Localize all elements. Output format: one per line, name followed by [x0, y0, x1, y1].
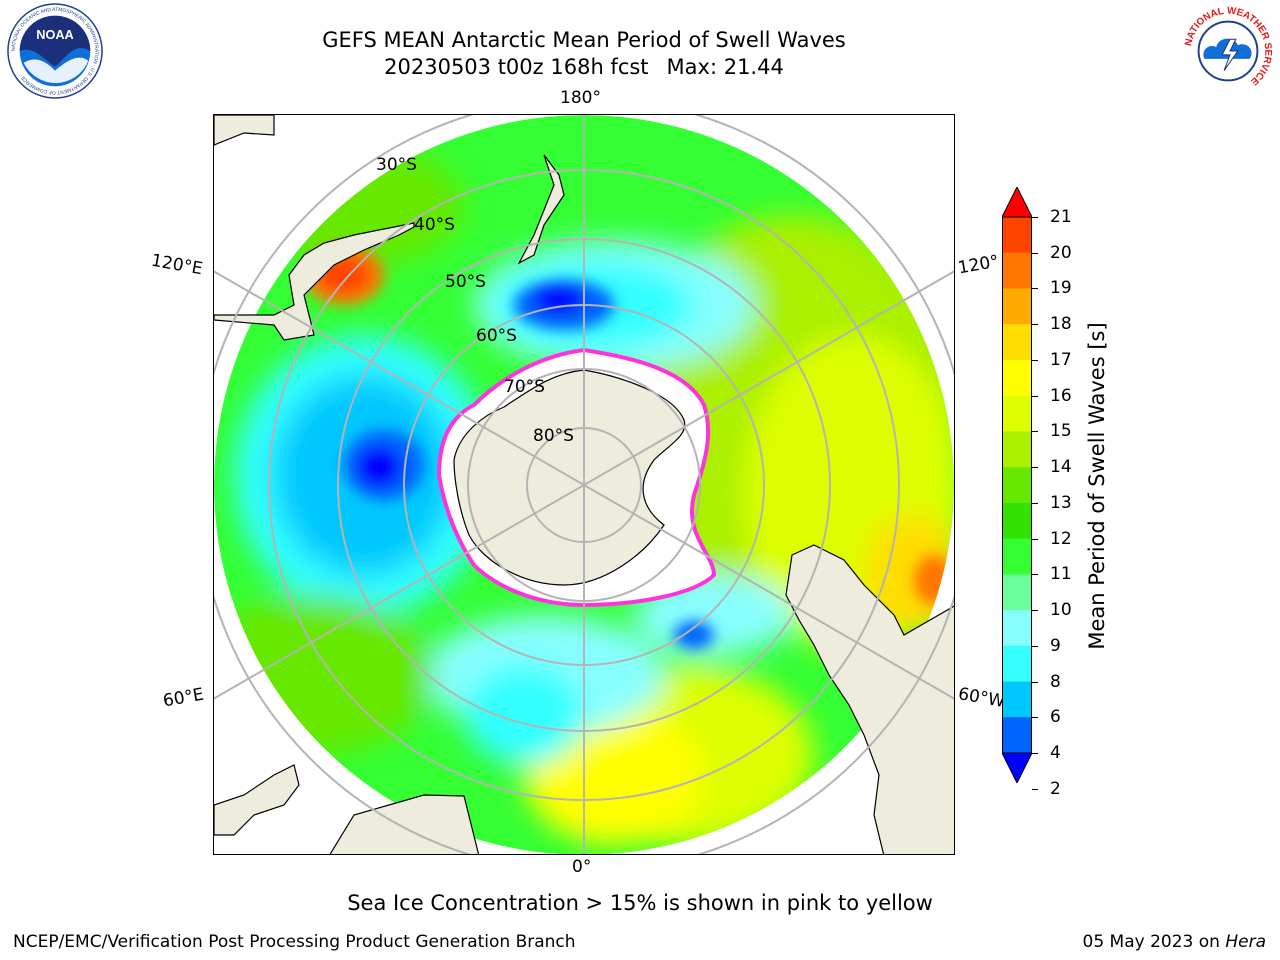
colorbar-tick-mark — [1032, 610, 1038, 612]
colorbar-tick-mark — [1032, 538, 1038, 540]
nws-logo: NATIONAL WEATHER SERVICE — [1181, 4, 1275, 98]
colorbar-label: Mean Period of Swell Waves [s] — [1085, 322, 1109, 650]
colorbar-tick-mark — [1032, 288, 1038, 290]
colorbar — [1002, 187, 1032, 783]
max-value: Max: 21.44 — [666, 55, 784, 79]
colorbar-tick-label: 18 — [1050, 314, 1072, 335]
colorbar-tick-label: 14 — [1050, 457, 1072, 478]
colorbar-tick-mark — [1032, 467, 1038, 469]
lat-label-80s: 80°S — [533, 426, 574, 446]
lon-label-120e: 120°E — [149, 250, 205, 280]
colorbar-segment — [1002, 324, 1032, 361]
colorbar-tick-label: 11 — [1050, 564, 1072, 585]
colorbar-tick-label: 17 — [1050, 349, 1072, 370]
colorbar-segment — [1002, 681, 1032, 718]
colorbar-segment — [1002, 574, 1032, 611]
colorbar-tick-mark — [1032, 753, 1038, 754]
colorbar-tick-mark — [1032, 217, 1038, 218]
colorbar-extend-min — [1002, 752, 1032, 783]
colorbar-tick-label: 19 — [1050, 278, 1072, 299]
colorbar-tick-mark — [1032, 252, 1038, 254]
colorbar-segment — [1002, 288, 1032, 325]
land-africa — [329, 794, 480, 854]
noaa-logo: NOAA NATIONAL OCEANIC AND ATMOSPHERIC AD… — [7, 3, 103, 99]
sea-ice-note: Sea Ice Concentration > 15% is shown in … — [347, 891, 933, 915]
colorbar-tick-label: 6 — [1050, 707, 1061, 728]
colorbar-tick-label: 10 — [1050, 600, 1072, 621]
colorbar-tick-label: 20 — [1050, 242, 1072, 263]
colorbar-extend-max — [1002, 187, 1032, 218]
colorbar-tick-mark — [1032, 574, 1038, 576]
footer-producer: NCEP/EMC/Verification Post Processing Pr… — [13, 932, 576, 952]
colorbar-tick-label: 12 — [1050, 528, 1072, 549]
colorbar-segment — [1002, 502, 1032, 540]
colorbar-tick-label: 16 — [1050, 385, 1072, 406]
colorbar-tick-label: 4 — [1050, 743, 1061, 763]
land-madagascar — [214, 764, 300, 836]
colorbar-tick-mark — [1032, 359, 1038, 361]
colorbar-tick-mark — [1032, 681, 1038, 683]
land-south-america — [785, 544, 954, 854]
colorbar-segment — [1002, 252, 1032, 289]
colorbar-tick-mark — [1032, 502, 1038, 504]
colorbar-tick-mark — [1032, 324, 1038, 326]
colorbar-segment — [1002, 467, 1032, 504]
lat-label-60s: 60°S — [476, 326, 517, 346]
land-new-zealand — [517, 154, 565, 265]
colorbar-tick-label: 15 — [1050, 421, 1072, 442]
footer-machine: Hera — [1225, 932, 1266, 952]
colorbar-tick-mark — [1032, 717, 1038, 719]
colorbar-tick-mark — [1032, 788, 1038, 790]
colorbar-tick-label: 9 — [1050, 635, 1061, 656]
chart-subtitle: 20230503 t00z 168h fcst Max: 21.44 — [234, 54, 934, 80]
land-australia — [214, 222, 415, 341]
latitude-labels: 30°S 40°S 50°S 60°S 70°S 80°S — [376, 155, 574, 446]
lat-label-70s: 70°S — [504, 377, 545, 397]
chart-title: GEFS MEAN Antarctic Mean Period of Swell… — [322, 28, 846, 52]
lon-label-180: 180° — [560, 88, 601, 108]
colorbar-segment — [1002, 431, 1032, 468]
swell-period-map: 30°S 40°S 50°S 60°S 70°S 80°S — [214, 115, 954, 854]
land-masses — [214, 115, 954, 854]
graticule — [214, 115, 954, 854]
colorbar-tick-label: 8 — [1050, 671, 1061, 692]
colorbar-tick-mark — [1032, 395, 1038, 397]
lat-label-50s: 50°S — [445, 272, 486, 292]
colorbar-segment — [1002, 610, 1032, 647]
colorbar-tick-label: 21 — [1050, 207, 1072, 227]
lat-label-30s: 30°S — [376, 155, 417, 175]
lon-label-120w: 120° — [956, 251, 1001, 279]
colorbar-tick-mark — [1032, 645, 1038, 647]
colorbar-tick-mark — [1032, 431, 1038, 433]
lon-label-0: 0° — [572, 857, 592, 877]
colorbar-segment — [1002, 359, 1032, 397]
footer-date: 05 May 2023 on Hera — [1082, 932, 1267, 952]
colorbar-segment — [1002, 217, 1032, 254]
colorbar-tick-label: 13 — [1050, 492, 1072, 513]
colorbar-segment — [1002, 395, 1032, 432]
lon-label-60e: 60°E — [161, 684, 206, 712]
colorbar-border — [1002, 216, 1032, 754]
colorbar-tick-label: 2 — [1050, 778, 1061, 799]
colorbar-segment — [1002, 538, 1032, 575]
noaa-logo-text: NOAA — [36, 27, 74, 42]
lon-label-60w: 60°W — [956, 684, 1007, 712]
lat-label-40s: 40°S — [414, 215, 455, 235]
colorbar-segment — [1002, 717, 1032, 754]
polar-map: 30°S 40°S 50°S 60°S 70°S 80°S — [213, 114, 955, 855]
colorbar-segment — [1002, 645, 1032, 683]
run-info: 20230503 t00z 168h fcst — [384, 55, 649, 79]
land-ne-asia — [214, 115, 275, 146]
